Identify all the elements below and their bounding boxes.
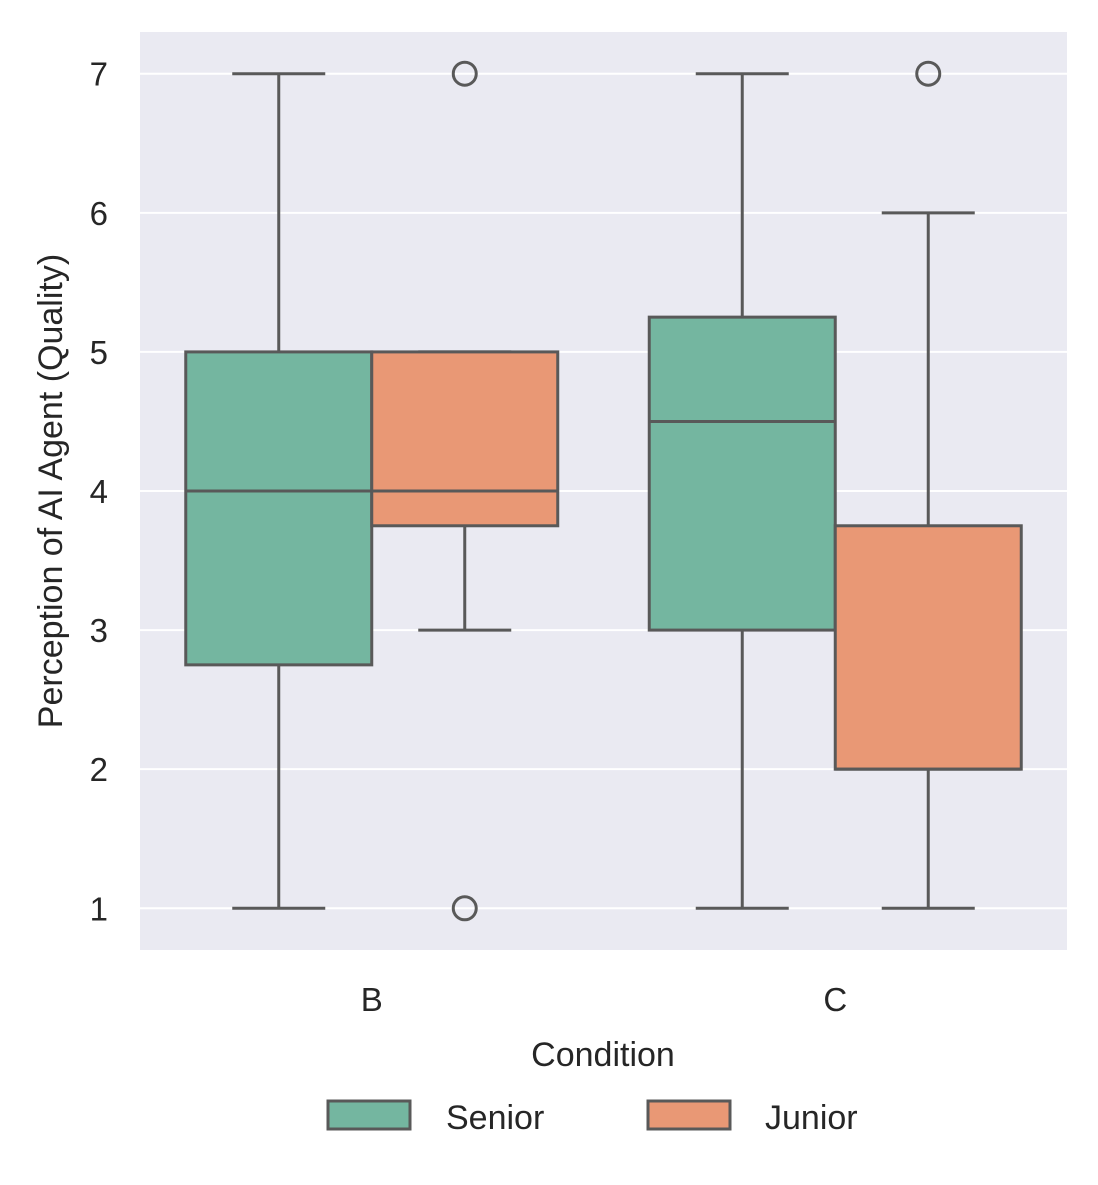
legend-label-junior: Junior <box>765 1099 858 1137</box>
x-axis-label: Condition <box>531 1036 675 1074</box>
y-tick-label-6: 6 <box>90 195 108 232</box>
box-body-senior-b <box>184 350 374 667</box>
outlier-junior-b-1 <box>451 895 478 922</box>
y-tick-label-7: 7 <box>90 56 108 93</box>
box-body-junior-b <box>370 350 560 528</box>
x-tick-label-C: C <box>823 981 847 1018</box>
y-tick-label-1: 1 <box>90 890 108 927</box>
box-junior-c <box>833 60 1023 910</box>
outlier-junior-b-0 <box>451 60 478 87</box>
box-senior-c <box>647 72 837 910</box>
y-tick-label-2: 2 <box>90 751 108 788</box>
legend-swatch-senior <box>326 1099 412 1131</box>
box-junior-b <box>370 60 560 922</box>
y-tick-label-5: 5 <box>90 334 108 371</box>
outlier-junior-c-0 <box>915 60 942 87</box>
x-tick-label-B: B <box>361 981 383 1018</box>
legend: Senior Junior <box>326 1099 858 1137</box>
box-group <box>184 60 1023 922</box>
y-tick-label-4: 4 <box>90 473 108 510</box>
box-body-junior-c <box>833 524 1023 771</box>
y-tick-label-3: 3 <box>90 612 108 649</box>
box-body-senior-c <box>647 315 837 632</box>
y-axis-label: Perception of AI Agent (Quality) <box>32 254 70 728</box>
legend-label-senior: Senior <box>446 1099 544 1137</box>
legend-swatch-junior <box>646 1099 732 1131</box>
y-axis-ticks: 1 2 3 4 5 6 7 <box>90 56 108 928</box>
